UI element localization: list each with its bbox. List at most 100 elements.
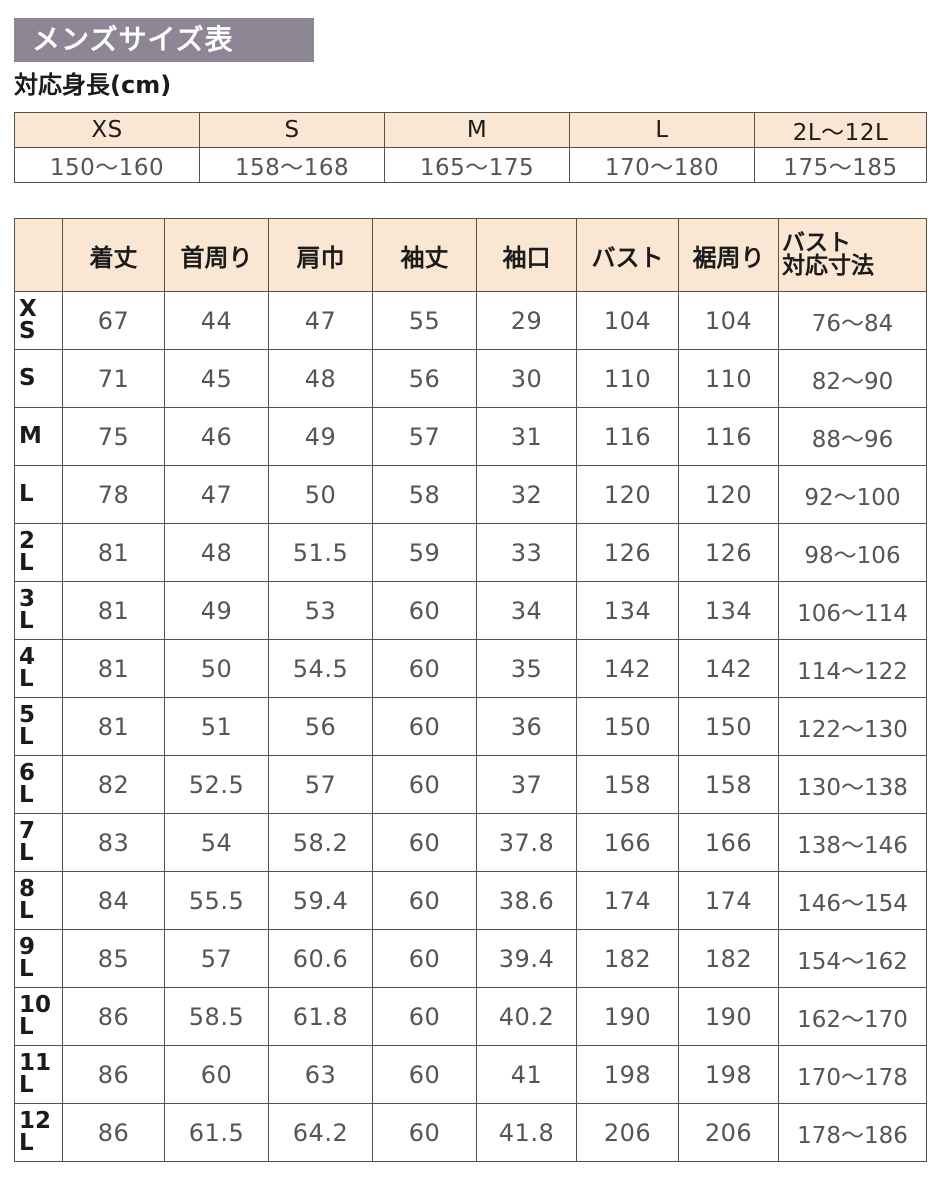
cell-M-3: 57 [372,407,477,466]
size-label-top: 4 [19,643,36,670]
cell-2L-4: 33 [476,523,577,582]
height-table: XS S M L 2L〜12L 150〜160 158〜168 165〜175 170〜180… [14,112,927,183]
cell-7L-7: 138〜146 [778,813,927,872]
height-range-cell-1: 158〜168 [199,147,385,183]
cell-L-0: 78 [62,465,165,524]
main-size-table: 着丈 首周り 肩巾 袖丈 袖口 バスト 裾周り バスト 対応寸法 X S 67 44 47 55 29 104… [14,218,927,1162]
cell-S-7: 82〜90 [778,349,927,408]
cell-L-5: 120 [576,465,679,524]
cell-12L-2: 64.2 [268,1103,373,1162]
cell-10L-1: 58.5 [164,987,269,1046]
cell-6L-0: 82 [62,755,165,814]
size-label-top: 7 [19,817,36,844]
cell-2L-3: 59 [372,523,477,582]
cell-L-7: 92〜100 [778,465,927,524]
cell-11L-7: 170〜178 [778,1045,927,1104]
cell-3L-5: 134 [576,581,679,640]
cell-12L-3: 60 [372,1103,477,1162]
table-row: 6 L 82 52.5 57 60 37 158 158 130〜138 [14,755,927,814]
cell-12L-5: 206 [576,1103,679,1162]
cell-L-1: 47 [164,465,269,524]
cell-XS-6: 104 [678,291,779,350]
row-size-label-M: M [14,407,63,466]
cell-S-3: 56 [372,349,477,408]
cell-3L-2: 53 [268,581,373,640]
size-label-bottom: L [19,607,34,634]
cell-L-6: 120 [678,465,779,524]
cell-XS-0: 67 [62,291,165,350]
size-label-top: 2 [19,527,36,554]
table-row: 8 L 84 55.5 59.4 60 38.6 174 174 146〜154 [14,871,927,930]
cell-5L-1: 51 [164,697,269,756]
cell-9L-4: 39.4 [476,929,577,988]
size-label-single: L [19,481,34,507]
cell-4L-0: 81 [62,639,165,698]
size-label-bottom: L [19,723,34,750]
table-row: 12 L 86 61.5 64.2 60 41.8 206 206 178〜186 [14,1103,927,1162]
size-label-bottom: L [19,665,34,692]
cell-6L-5: 158 [576,755,679,814]
cell-S-2: 48 [268,349,373,408]
size-label-top: 5 [19,701,36,728]
cell-7L-6: 166 [678,813,779,872]
height-range-cell-0: 150〜160 [14,147,200,183]
cell-XS-3: 55 [372,291,477,350]
cell-10L-4: 40.2 [476,987,577,1046]
cell-8L-0: 84 [62,871,165,930]
cell-5L-5: 150 [576,697,679,756]
cell-L-3: 58 [372,465,477,524]
cell-5L-6: 150 [678,697,779,756]
cell-3L-7: 106〜114 [778,581,927,640]
column-header-3: 肩巾 [268,218,373,292]
title-banner: メンズサイズ表 [14,18,314,62]
cell-4L-2: 54.5 [268,639,373,698]
cell-2L-0: 81 [62,523,165,582]
cell-3L-3: 60 [372,581,477,640]
size-label-top: 10 [19,991,52,1018]
size-label-top: 6 [19,759,36,786]
size-label-top: X [19,295,37,322]
cell-11L-3: 60 [372,1045,477,1104]
cell-10L-6: 190 [678,987,779,1046]
cell-5L-4: 36 [476,697,577,756]
size-label-stack: 11 L [19,1052,62,1098]
table-row: 5 L 81 51 56 60 36 150 150 122〜130 [14,697,927,756]
size-label-bottom: L [19,1129,34,1156]
cell-12L-0: 86 [62,1103,165,1162]
height-range-cell-3: 170〜180 [569,147,755,183]
cell-8L-2: 59.4 [268,871,373,930]
height-size-header-2: M [384,112,570,148]
table-row: 7 L 83 54 58.2 60 37.8 166 166 138〜146 [14,813,927,872]
cell-4L-5: 142 [576,639,679,698]
cell-M-6: 116 [678,407,779,466]
cell-S-0: 71 [62,349,165,408]
cell-12L-7: 178〜186 [778,1103,927,1162]
size-label-bottom: L [19,1071,34,1098]
cell-8L-6: 174 [678,871,779,930]
column-header-size [14,218,63,292]
size-label-single: S [19,365,36,391]
cell-11L-2: 63 [268,1045,373,1104]
cell-9L-5: 182 [576,929,679,988]
height-size-header-0: XS [14,112,200,148]
cell-6L-6: 158 [678,755,779,814]
page-title: メンズサイズ表 [32,23,234,56]
cell-3L-1: 49 [164,581,269,640]
cell-S-4: 30 [476,349,577,408]
cell-9L-1: 57 [164,929,269,988]
height-size-header-1: S [199,112,385,148]
cell-12L-1: 61.5 [164,1103,269,1162]
table-row: X S 67 44 47 55 29 104 104 76〜84 [14,291,927,350]
height-table-header-row: XS S M L 2L〜12L [14,112,927,148]
height-range-cell-2: 165〜175 [384,147,570,183]
